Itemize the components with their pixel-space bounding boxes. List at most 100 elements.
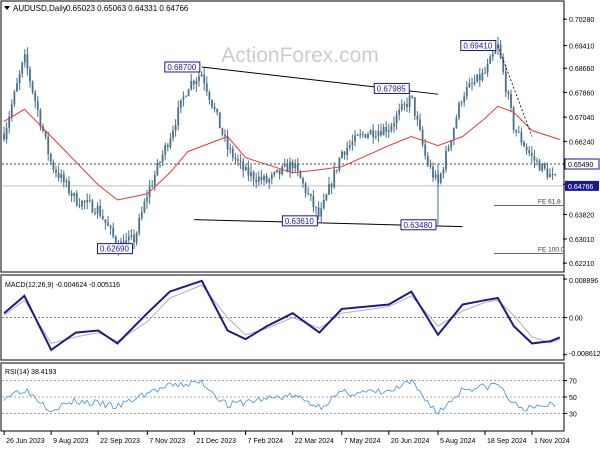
candle-body (533, 155, 536, 161)
candle-body (523, 142, 525, 147)
candle-body (372, 130, 375, 138)
candle-body (47, 136, 50, 154)
candle-body (281, 166, 284, 175)
fe-level-label: FE 61.8 (538, 198, 561, 205)
candle-body (221, 128, 224, 135)
symbol-title: AUDUSD,Daily (13, 4, 67, 13)
candle-body (3, 133, 5, 140)
candle-body (65, 180, 68, 183)
candle-body (130, 234, 133, 237)
candle-body (182, 96, 185, 100)
candle-body (213, 106, 216, 109)
candle-body (476, 74, 479, 82)
candle-body (34, 92, 37, 102)
candle-body (159, 162, 161, 163)
macd-title: MACD(12,26,9) -0.004624 -0.005116 (5, 282, 120, 289)
candle-body (57, 172, 60, 178)
date-tick-label: 26 Jun 2023 (6, 438, 45, 445)
candle-body (471, 83, 473, 85)
candle-body (166, 145, 169, 148)
candle-body (208, 91, 211, 100)
candle-body (29, 68, 31, 82)
level-annotation-box (97, 243, 134, 255)
candle-body (172, 130, 174, 139)
rsi-tick-label: 50 (569, 395, 577, 402)
date-tick-label: 21 Dec 2023 (196, 438, 236, 445)
candle-body (203, 74, 206, 84)
candle-body (429, 165, 432, 167)
candle-body (101, 216, 104, 220)
candle-body (406, 103, 408, 108)
candle-body (348, 145, 351, 148)
candle-body (447, 147, 450, 151)
candle-body (73, 193, 76, 196)
candle-body (343, 151, 346, 155)
level-annotation-label: 0.63610 (285, 217, 314, 226)
candle-body (86, 199, 89, 203)
date-tick-label: 22 Mar 2024 (295, 438, 334, 445)
candle-body (263, 176, 265, 181)
candle-body (393, 123, 395, 127)
macd-panel: MACD(12,26,9) -0.004624 -0.005116 0.00889… (2, 278, 600, 358)
candle-body (112, 227, 115, 237)
candle-body (18, 73, 21, 84)
candle-body (146, 197, 148, 202)
candle-body (434, 174, 437, 178)
candle-body (304, 183, 307, 194)
candle-body (489, 56, 492, 64)
candle-body (23, 54, 26, 63)
candle-body (247, 167, 250, 176)
candle-body (231, 148, 234, 158)
candle-body (62, 174, 65, 183)
price-tick-label: 0.70280 (569, 17, 594, 24)
candle-body (260, 176, 263, 181)
candle-body (411, 95, 414, 98)
candle-body (510, 93, 512, 108)
candle-body (294, 163, 297, 169)
candle-body (153, 174, 156, 186)
candle-body (369, 130, 372, 135)
candle-body (551, 174, 554, 175)
candle-body (268, 179, 271, 183)
candle-body (354, 135, 356, 142)
candle-body (460, 102, 463, 104)
candle-body (39, 110, 42, 127)
candle-body (395, 114, 398, 124)
candle-body (70, 193, 73, 196)
moving-average (3, 105, 560, 201)
candle-body (26, 54, 29, 69)
fe-level-label: FE 100.0 (538, 246, 565, 253)
candle-body (291, 161, 294, 169)
candle-body (374, 136, 377, 138)
macd-tick-label: 0.008896 (569, 278, 598, 285)
candle-body (468, 83, 471, 88)
candle-body (177, 107, 180, 126)
candle-body (520, 132, 523, 143)
candle-body (265, 176, 268, 183)
macd-line (3, 279, 561, 352)
candle-body (426, 155, 429, 166)
candle-body (257, 176, 260, 183)
candle-body (49, 153, 52, 163)
date-axis: 26 Jun 2023 9 Aug 2023 22 Sep 2023 7 Nov 20… (3, 431, 570, 445)
candle-body (484, 72, 486, 74)
price-grid (2, 163, 563, 187)
candle-body (21, 62, 24, 74)
candle-body (538, 160, 541, 171)
candle-body (140, 211, 143, 218)
candle-body (60, 174, 63, 178)
candle-body (400, 104, 403, 110)
candle-body (312, 195, 315, 208)
candle-body (185, 96, 187, 97)
candle-body (507, 92, 510, 94)
candle-body (31, 81, 34, 93)
candle-body (218, 112, 221, 129)
level-annotation-label: 0.67985 (377, 84, 406, 93)
candle-body (377, 131, 380, 137)
candle-body (200, 74, 203, 77)
rsi-tick-label: 30 (569, 412, 577, 419)
macd-tick-label: -0.008612 (569, 351, 600, 358)
candle-body (309, 193, 312, 196)
candle-body (156, 162, 159, 175)
fe-levels: FE 61.8 FE 100.0 (494, 198, 565, 254)
